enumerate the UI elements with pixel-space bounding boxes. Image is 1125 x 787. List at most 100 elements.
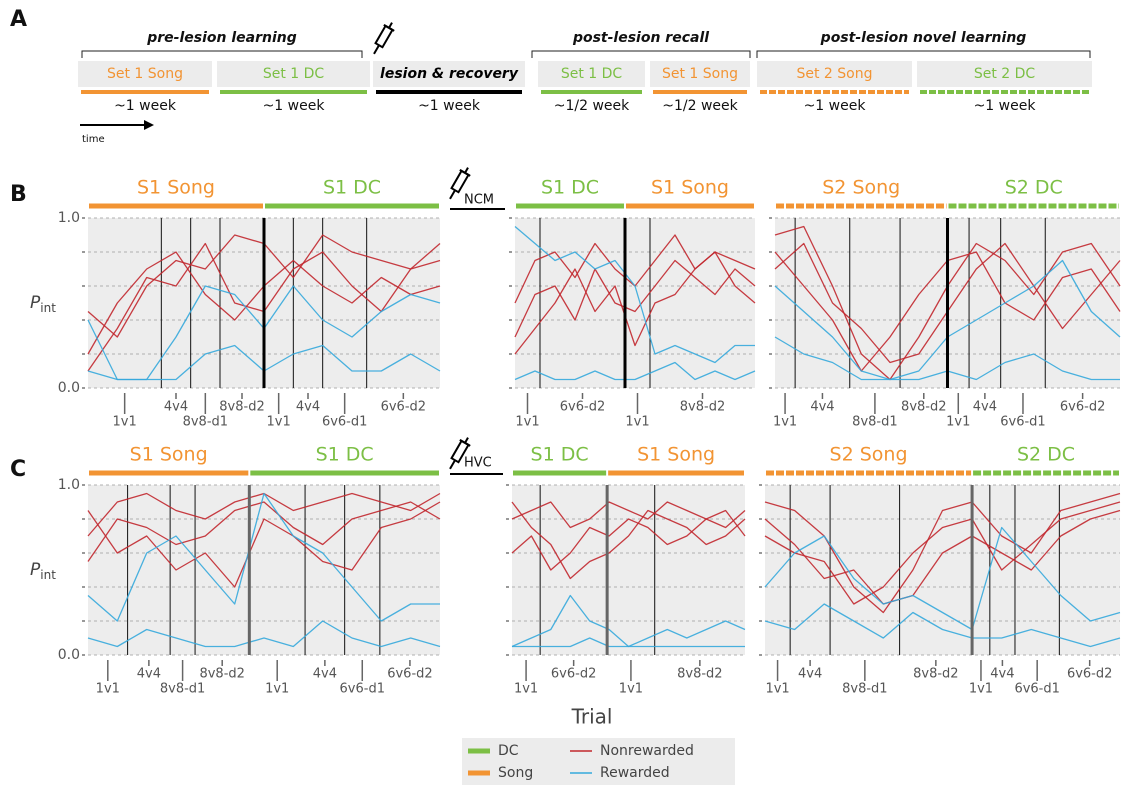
- stage-box: [917, 61, 1092, 87]
- panel-label: C: [10, 457, 26, 482]
- y-tick-label: 1.0: [58, 477, 80, 493]
- trace-line: [514, 259, 756, 338]
- block-label: 1v1: [765, 682, 789, 697]
- plot-background: [88, 485, 440, 655]
- trace-line: [87, 620, 441, 648]
- legend-label: Song: [498, 765, 533, 781]
- block-label: 4v4: [313, 667, 337, 682]
- group-label: post-lesion novel learning: [820, 30, 1027, 46]
- time-label: time: [82, 134, 105, 145]
- group-bracket: [81, 50, 363, 58]
- stage-duration: ~1 week: [114, 98, 177, 114]
- block-label: 8v8-d2: [219, 400, 264, 415]
- trace-line: [764, 509, 1121, 605]
- trace-line: [87, 492, 440, 622]
- stage-box: [538, 61, 645, 87]
- phase-label: S1 Song: [137, 177, 215, 199]
- stage-box: [757, 61, 912, 87]
- block-label: 1v1: [773, 415, 797, 430]
- y-tick-label: 0.0: [58, 380, 80, 396]
- syringe-icon: [373, 22, 395, 55]
- stage-duration: ~1 week: [804, 98, 867, 114]
- block-label: 1v1: [946, 415, 970, 430]
- trace-line: [87, 501, 441, 588]
- trace-line: [764, 501, 1121, 605]
- phase-label: S2 Song: [830, 444, 908, 466]
- legend-label: DC: [498, 743, 519, 759]
- phase-label: S1 Song: [637, 444, 715, 466]
- block-label: 1v1: [515, 415, 539, 430]
- syringe-icon: [449, 167, 471, 200]
- block-label: 8v8-d1: [183, 415, 228, 430]
- trace-line: [514, 251, 756, 355]
- block-label: 4v4: [164, 400, 188, 415]
- legend-box: [462, 738, 735, 785]
- stage-box: [217, 61, 370, 87]
- block-label: 4v4: [990, 667, 1014, 682]
- trace-line: [511, 501, 746, 580]
- time-arrowhead: [144, 120, 154, 130]
- lesion-site: NCM: [464, 193, 494, 208]
- block-label: 4v4: [296, 400, 320, 415]
- y-axis-label: Pint: [30, 560, 56, 582]
- group-label: pre-lesion learning: [146, 30, 297, 46]
- block-label: 6v6-d2: [1060, 400, 1105, 415]
- phase-label: S2 DC: [1017, 444, 1075, 466]
- block-label: 8v8-d1: [160, 682, 205, 697]
- trace-line: [764, 603, 1121, 648]
- block-label: 6v6-d2: [381, 400, 426, 415]
- block-label: 1v1: [514, 682, 538, 697]
- trace-line: [514, 361, 756, 381]
- block-label: 6v6-d1: [322, 415, 367, 430]
- group-bracket: [756, 50, 1091, 58]
- phase-label: S2 DC: [1005, 177, 1063, 199]
- block-label: 1v1: [267, 415, 291, 430]
- block-label: 4v4: [137, 667, 161, 682]
- trace-line: [514, 226, 755, 364]
- stage-duration: ~1 week: [263, 98, 326, 114]
- y-axis-label-main: P: [30, 293, 41, 313]
- legend-label: Rewarded: [600, 765, 670, 781]
- phase-label: S1 DC: [316, 444, 374, 466]
- block-label: 6v6-d1: [1014, 682, 1059, 697]
- plot-background: [765, 485, 1120, 655]
- trace-line: [87, 501, 441, 562]
- group-bracket: [531, 50, 751, 58]
- trace-line: [511, 509, 746, 571]
- block-label: 1v1: [969, 682, 993, 697]
- y-axis-label-subscript: int: [40, 568, 56, 582]
- y-axis-label-subscript: int: [40, 301, 56, 315]
- stage-duration: ~1/2 week: [554, 98, 630, 114]
- phase-label: S1 Song: [651, 177, 729, 199]
- stage-duration: ~1/2 week: [662, 98, 738, 114]
- stage-label: Set 2 DC: [974, 66, 1036, 82]
- stage-label: Set 1 DC: [263, 66, 325, 82]
- stage-duration: ~1 week: [974, 98, 1037, 114]
- stage-label: Set 1 Song: [107, 66, 183, 82]
- phase-label: S1 Song: [130, 444, 208, 466]
- block-label: 8v8-d2: [901, 400, 946, 415]
- phase-label: S2 Song: [822, 177, 900, 199]
- block-label: 6v6-d1: [340, 682, 385, 697]
- block-label: 8v8-d1: [842, 682, 887, 697]
- legend-label: Nonrewarded: [600, 743, 694, 759]
- block-label: 1v1: [113, 415, 137, 430]
- block-label: 6v6-d2: [560, 400, 605, 415]
- block-label: 1v1: [619, 682, 643, 697]
- plot-background: [515, 218, 755, 388]
- block-label: 8v8-d2: [680, 400, 725, 415]
- stage-label: Set 1 DC: [561, 66, 623, 82]
- block-label: 4v4: [798, 667, 822, 682]
- block-label: 4v4: [810, 400, 834, 415]
- trace-line: [512, 637, 745, 648]
- stage-box: [78, 61, 212, 87]
- phase-label: S1 DC: [541, 177, 599, 199]
- panel-label: B: [10, 182, 27, 207]
- block-label: 8v8-d2: [677, 667, 722, 682]
- syringe-icon: [449, 437, 471, 470]
- block-label: 6v6-d2: [1067, 667, 1112, 682]
- lesion-site: HVC: [464, 456, 492, 471]
- phase-label: S1 DC: [531, 444, 589, 466]
- stage-duration: ~1 week: [418, 98, 481, 114]
